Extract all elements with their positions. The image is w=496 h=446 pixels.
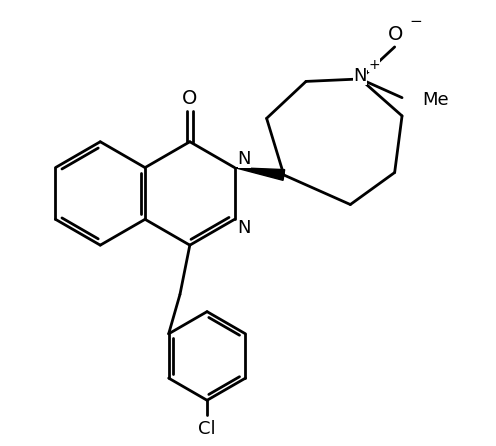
Text: O: O — [388, 25, 403, 44]
Text: N: N — [238, 150, 251, 168]
Text: −: − — [409, 14, 422, 29]
Polygon shape — [235, 168, 285, 180]
Text: Cl: Cl — [198, 420, 216, 438]
Text: N: N — [238, 219, 251, 237]
Text: +: + — [368, 58, 380, 72]
Text: O: O — [182, 89, 197, 108]
Text: N: N — [354, 67, 367, 86]
Text: Me: Me — [423, 91, 449, 109]
